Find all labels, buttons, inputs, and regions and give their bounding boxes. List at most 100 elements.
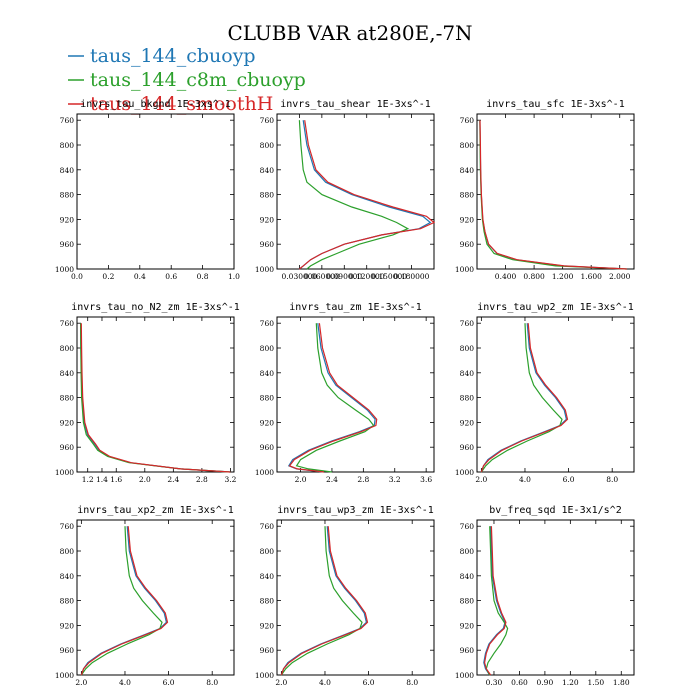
x-tick-label: 8.0 <box>206 678 218 687</box>
x-tick-label: 2.0 <box>295 475 307 484</box>
x-tick-label: 1.4 <box>96 475 108 484</box>
series-line-taus_144_cbuoyp <box>287 323 376 473</box>
plot-frame <box>276 316 435 473</box>
y-tick-label: 800 <box>460 141 475 150</box>
x-tick-label: 2.8 <box>357 475 369 484</box>
x-tick-label: 0.4 <box>134 272 146 281</box>
legend-entry: taus_144_smoothH <box>90 93 273 115</box>
x-tick-label: 0.30 <box>486 678 503 687</box>
series-line-taus_144_c8m_cbuoyp <box>298 120 410 270</box>
y-tick-label: 760 <box>460 116 475 125</box>
y-tick-label: 840 <box>460 572 475 581</box>
y-tick-label: 880 <box>60 394 75 403</box>
y-tick-label: 760 <box>60 319 75 328</box>
x-tick-label: 4.0 <box>119 678 131 687</box>
panel-title: invrs_tau_xp2_zm 1E-3xs^-1 <box>77 505 234 516</box>
y-tick-label: 760 <box>460 522 475 531</box>
panel-3: invrs_tau_no_N2_zm 1E-3xs^-1 760 800 840 880… <box>55 302 240 484</box>
series-line-taus_144_smoothH <box>299 120 436 270</box>
x-tick-label: 0.120000 <box>349 272 385 281</box>
x-tick-label: 6.0 <box>363 678 375 687</box>
legend: taus_144_cbuoyptaus_144_c8m_cbuoyptaus_1… <box>68 45 306 115</box>
y-tick-label: 920 <box>460 418 475 427</box>
y-tick-label: 880 <box>260 597 275 606</box>
x-tick-label: 2.0 <box>275 678 287 687</box>
plot-frame <box>76 316 235 473</box>
y-tick-label: 920 <box>460 621 475 630</box>
x-tick-label: 1.2 <box>82 475 94 484</box>
y-tick-label: 960 <box>460 646 475 655</box>
y-tick-label: 760 <box>260 522 275 531</box>
series-line-taus_144_cbuoyp <box>80 323 231 473</box>
x-tick-label: 1.200 <box>552 272 574 281</box>
plot-frame <box>276 519 435 676</box>
y-tick-label: 840 <box>260 166 275 175</box>
panels-grid: invrs_tau_bkgnd 1E-3xs^-1 760 800 840 880 920… <box>55 99 635 687</box>
panel-title: invrs_tau_no_N2_zm 1E-3xs^-1 <box>71 302 240 313</box>
y-tick-label: 880 <box>260 394 275 403</box>
x-tick-label: 0.060000 <box>304 272 340 281</box>
panel-2: invrs_tau_sfc 1E-3xs^-1 760 800 840 880 920 96… <box>455 99 635 281</box>
x-tick-label: 0.90 <box>537 678 554 687</box>
series-line-taus_144_c8m_cbuoyp <box>295 323 375 473</box>
panel-8: bv_freq_sqd 1E-3x1/s^2 760 800 840 880 920 960… <box>455 505 635 687</box>
y-tick-label: 800 <box>60 141 75 150</box>
y-tick-label: 800 <box>60 547 75 556</box>
y-tick-label: 920 <box>60 621 75 630</box>
y-tick-label: 800 <box>260 344 275 353</box>
x-tick-label: 1.600 <box>580 272 602 281</box>
y-tick-label: 800 <box>460 344 475 353</box>
y-tick-label: 840 <box>60 572 75 581</box>
series-line-taus_144_cbuoyp <box>483 526 506 676</box>
panel-title: invrs_tau_wp2_zm 1E-3xs^-1 <box>477 302 634 313</box>
x-tick-label: 0.2 <box>102 272 114 281</box>
series-line-taus_144_smoothH <box>480 323 569 473</box>
x-tick-label: 0.8 <box>197 272 209 281</box>
y-tick-label: 880 <box>460 394 475 403</box>
series-line-taus_144_c8m_cbuoyp <box>80 526 163 676</box>
y-tick-label: 880 <box>260 191 275 200</box>
x-tick-label: 2.0 <box>75 678 87 687</box>
y-tick-label: 1000 <box>55 671 74 680</box>
y-tick-label: 880 <box>460 597 475 606</box>
x-tick-label: 0.6 <box>165 272 177 281</box>
series-line-taus_144_smoothH <box>479 120 627 270</box>
y-tick-label: 760 <box>60 522 75 531</box>
series-line-taus_144_cbuoyp <box>80 526 168 676</box>
y-tick-label: 920 <box>60 215 75 224</box>
series-line-taus_144_cbuoyp <box>299 120 432 270</box>
panel-title: invrs_tau_shear 1E-3xs^-1 <box>280 99 431 110</box>
y-tick-label: 840 <box>260 369 275 378</box>
panel-title: invrs_tau_sfc 1E-3xs^-1 <box>486 99 624 110</box>
x-tick-label: 0.180000 <box>394 272 430 281</box>
plot-frame <box>476 113 635 270</box>
y-tick-label: 840 <box>460 369 475 378</box>
x-tick-label: 2.000 <box>609 272 631 281</box>
series-line-taus_144_cbuoyp <box>280 526 368 676</box>
y-tick-label: 840 <box>60 369 75 378</box>
y-tick-label: 920 <box>260 418 275 427</box>
x-tick-label: 0.0 <box>71 272 83 281</box>
panel-4: invrs_tau_zm 1E-3xs^-1 760 800 840 880 920 960… <box>255 302 435 484</box>
y-tick-label: 800 <box>60 344 75 353</box>
y-tick-label: 920 <box>260 621 275 630</box>
x-tick-label: 6.0 <box>563 475 575 484</box>
series-line-taus_144_smoothH <box>280 526 369 676</box>
series-line-taus_144_cbuoyp <box>479 120 627 270</box>
x-tick-label: 6.0 <box>163 678 175 687</box>
plot-frame <box>76 519 235 676</box>
y-tick-label: 960 <box>460 443 475 452</box>
y-tick-label: 840 <box>60 166 75 175</box>
panel-1: invrs_tau_shear 1E-3xs^-1 760 800 840 880 920… <box>255 99 436 281</box>
y-tick-label: 1000 <box>255 265 274 274</box>
x-tick-label: 2.8 <box>196 475 208 484</box>
legend-entry: taus_144_c8m_cbuoyp <box>90 69 306 91</box>
x-tick-label: 2.0 <box>139 475 151 484</box>
y-tick-label: 760 <box>260 319 275 328</box>
series-line-taus_144_smoothH <box>483 526 507 676</box>
y-tick-label: 880 <box>60 597 75 606</box>
x-tick-label: 3.6 <box>420 475 432 484</box>
series-line-taus_144_smoothH <box>288 323 378 473</box>
x-tick-label: 1.50 <box>587 678 604 687</box>
